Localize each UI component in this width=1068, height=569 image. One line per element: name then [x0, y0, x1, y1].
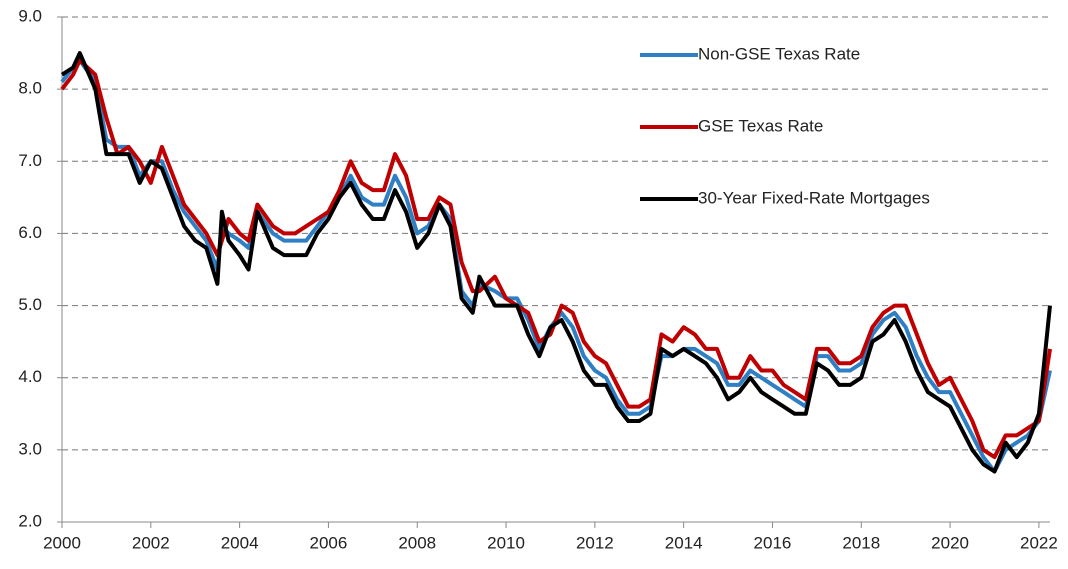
line-series — [60, 51, 1052, 474]
legend-label: Non-GSE Texas Rate — [698, 44, 860, 63]
y-tick-label: 9.0 — [18, 6, 42, 25]
y-tick-label: 7.0 — [18, 151, 42, 170]
x-tick-label: 2022 — [1020, 533, 1058, 552]
x-tick-label: 2002 — [132, 533, 170, 552]
y-tick-label: 6.0 — [18, 223, 42, 242]
x-tick-label: 2006 — [310, 533, 348, 552]
x-tick-label: 2020 — [931, 533, 969, 552]
y-tick-label: 8.0 — [18, 79, 42, 98]
x-tick-label: 2004 — [221, 533, 259, 552]
legend-label: 30-Year Fixed-Rate Mortgages — [698, 188, 930, 207]
x-tick-label: 2018 — [842, 533, 880, 552]
y-tick-label: 4.0 — [18, 367, 42, 386]
x-tick-label: 2016 — [754, 533, 792, 552]
y-tick-label: 2.0 — [18, 511, 42, 530]
x-tick-label: 2014 — [665, 533, 703, 552]
legend-label: GSE Texas Rate — [698, 116, 823, 135]
x-tick-label: 2010 — [487, 533, 525, 552]
y-tick-label: 5.0 — [18, 295, 42, 314]
x-tick-label: 2008 — [398, 533, 436, 552]
x-tick-label: 2000 — [43, 533, 81, 552]
y-tick-label: 3.0 — [18, 439, 42, 458]
x-tick-label: 2012 — [576, 533, 614, 552]
